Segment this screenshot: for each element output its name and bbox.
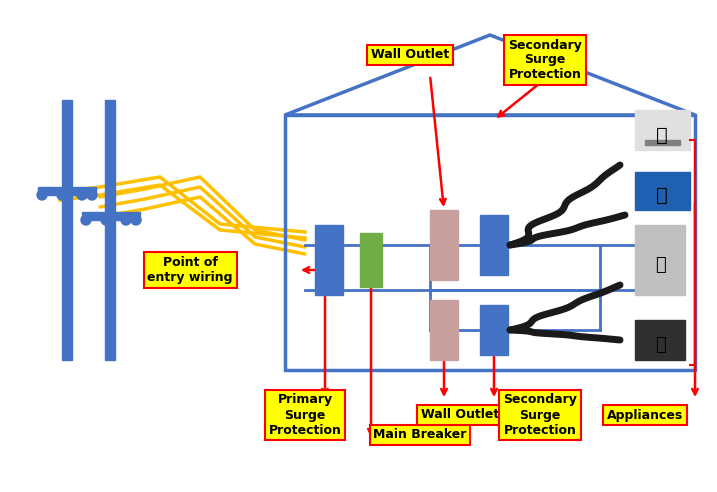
- Bar: [315, 225, 343, 295]
- Bar: [635, 225, 685, 295]
- Bar: [635, 320, 685, 360]
- Circle shape: [81, 215, 91, 225]
- Bar: [360, 233, 382, 287]
- Circle shape: [37, 190, 47, 200]
- Text: Main Breaker: Main Breaker: [374, 429, 467, 441]
- Bar: [430, 300, 458, 360]
- Bar: [635, 172, 690, 210]
- Circle shape: [87, 190, 97, 200]
- Bar: [38, 187, 96, 195]
- Bar: [635, 110, 690, 150]
- Bar: [105, 100, 115, 360]
- Bar: [645, 140, 680, 145]
- Bar: [480, 215, 508, 275]
- Text: Appliances: Appliances: [607, 408, 683, 422]
- Bar: [430, 210, 458, 280]
- Text: Wall Outlet: Wall Outlet: [371, 49, 449, 62]
- Text: Primary
Surge
Protection: Primary Surge Protection: [269, 394, 341, 436]
- Bar: [480, 305, 508, 355]
- Text: Wall Outlet: Wall Outlet: [421, 408, 499, 422]
- Text: Secondary
Surge
Protection: Secondary Surge Protection: [503, 394, 577, 436]
- Text: Secondary
Surge
Protection: Secondary Surge Protection: [508, 38, 582, 82]
- Text: 🖥: 🖥: [656, 125, 668, 145]
- Bar: [285, 115, 695, 370]
- Text: 📺: 📺: [656, 185, 668, 205]
- Text: 🧊: 🧊: [655, 256, 665, 274]
- Circle shape: [57, 190, 67, 200]
- Circle shape: [121, 215, 131, 225]
- Circle shape: [131, 215, 141, 225]
- Bar: [62, 100, 72, 360]
- Text: Point of
entry wiring: Point of entry wiring: [147, 256, 233, 284]
- Circle shape: [101, 215, 111, 225]
- Bar: [82, 212, 140, 220]
- Circle shape: [77, 190, 87, 200]
- Text: 🔊: 🔊: [655, 336, 665, 354]
